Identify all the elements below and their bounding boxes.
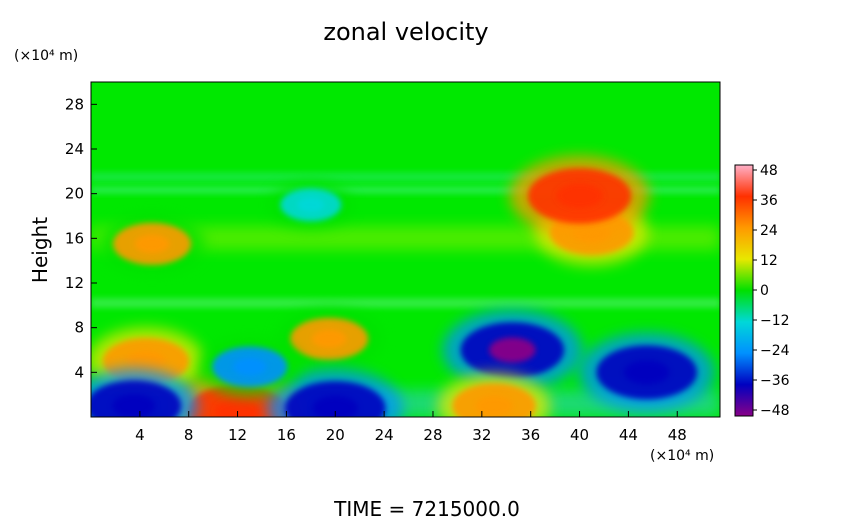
colorbar-tick-label: 48 <box>760 163 778 179</box>
velocity-feature-core <box>297 197 325 213</box>
velocity-feature-core <box>311 329 347 349</box>
velocity-feature-core <box>624 360 670 385</box>
y-tick-label: 20 <box>65 185 84 203</box>
y-axis-unit: (×10⁴ m) <box>14 48 78 64</box>
velocity-feature-core <box>489 337 536 363</box>
x-tick-label: 48 <box>668 426 687 444</box>
y-tick-label: 4 <box>74 363 84 381</box>
colorbar-tick-label: 36 <box>760 193 778 209</box>
velocity-features <box>91 155 715 417</box>
y-tick-label: 24 <box>65 140 84 158</box>
colorbar-tick-label: −24 <box>760 343 790 359</box>
x-tick-label: 8 <box>184 426 194 444</box>
y-tick-label: 8 <box>74 319 84 337</box>
field-band <box>91 186 720 194</box>
colorbar-tick-label: 12 <box>760 253 778 269</box>
x-tick-label: 32 <box>472 426 491 444</box>
velocity-feature-core <box>475 395 513 416</box>
colorbar-ticks: 48 36 24 12 0 −12 −24 −36 −48 <box>753 163 790 419</box>
y-tick-label: 16 <box>65 229 84 247</box>
y-tick-label: 12 <box>65 274 84 292</box>
velocity-feature-core <box>126 350 166 372</box>
colorbar-tick-label: −48 <box>760 403 790 419</box>
colorbar-tick-label: 24 <box>760 223 778 239</box>
y-axis-ticks: 4 8 12 16 20 24 28 <box>65 95 97 381</box>
velocity-feature-core <box>232 357 267 376</box>
x-tick-label: 20 <box>326 426 345 444</box>
velocity-feature-core <box>134 234 170 254</box>
field-band <box>91 298 720 308</box>
x-tick-label: 24 <box>375 426 394 444</box>
x-tick-label: 4 <box>135 426 145 444</box>
x-tick-label: 40 <box>570 426 589 444</box>
x-tick-label: 28 <box>423 426 442 444</box>
x-axis-ticks: 4 8 12 16 20 24 28 32 36 40 44 48 <box>135 411 687 444</box>
colorbar-tick-label: −36 <box>760 373 790 389</box>
plot-frame <box>90 81 721 418</box>
x-axis-unit: (×10⁴ m) <box>650 448 714 464</box>
x-tick-label: 44 <box>619 426 638 444</box>
colorbar-tick-label: 0 <box>760 283 769 299</box>
y-tick-label: 28 <box>65 95 84 113</box>
x-tick-label: 16 <box>277 426 296 444</box>
colorbar-tick-label: −12 <box>760 313 790 329</box>
colorbar <box>734 164 754 417</box>
x-tick-label: 12 <box>228 426 247 444</box>
field-band <box>91 172 720 182</box>
velocity-feature-core <box>112 394 156 417</box>
velocity-feature-core <box>214 399 261 417</box>
time-footer: TIME = 7215000.0 <box>333 497 520 519</box>
velocity-feature-core <box>556 183 603 209</box>
y-axis-label: Height <box>28 217 52 283</box>
velocity-feature-core <box>312 395 358 417</box>
chart-title: zonal velocity <box>323 18 488 46</box>
x-tick-label: 36 <box>521 426 540 444</box>
